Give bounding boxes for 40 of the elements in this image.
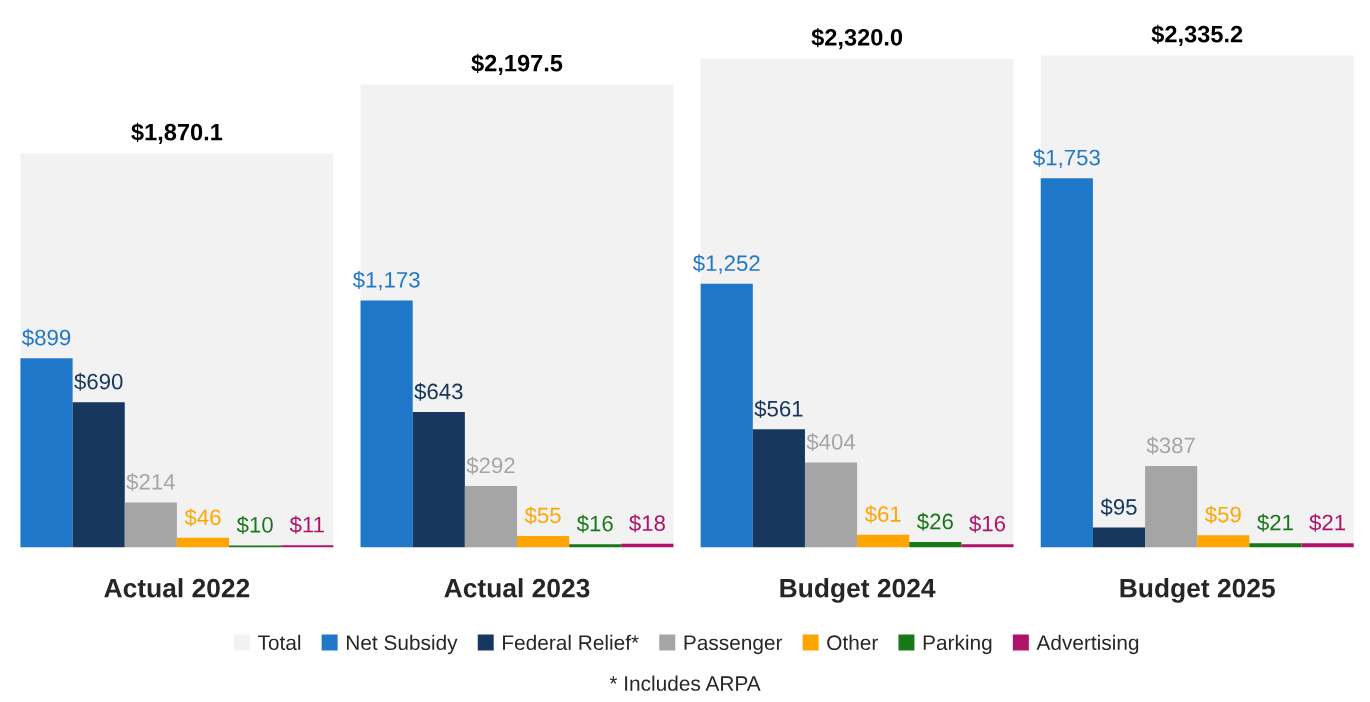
data-label: $95 xyxy=(1100,498,1137,517)
text: * Includes ARPA xyxy=(609,675,761,691)
data-label: $561 xyxy=(754,399,803,418)
data-label: $26 xyxy=(917,512,953,531)
data-label: $387 xyxy=(1146,436,1195,455)
data-label: $2,335.2 xyxy=(1151,24,1243,46)
data-label: $2,197.5 xyxy=(471,53,563,75)
data-label: $55 xyxy=(524,506,561,525)
data-label: $46 xyxy=(184,508,221,527)
data-label: $292 xyxy=(466,456,515,475)
data-label: $18 xyxy=(629,514,665,533)
data-label: $61 xyxy=(864,505,901,524)
legend-label: Advertising xyxy=(1036,634,1139,655)
data-label: $690 xyxy=(74,372,123,391)
data-label: $404 xyxy=(806,433,856,452)
data-label: $1,753 xyxy=(1033,148,1100,169)
data-label: $899 xyxy=(22,328,71,347)
data-label: $2,320.0 xyxy=(811,27,903,50)
x-tick-label: Actual 2022 xyxy=(104,578,250,598)
data-label: $16 xyxy=(969,514,1006,533)
data-label: $16 xyxy=(576,514,613,533)
x-tick-label: Budget 2025 xyxy=(1120,578,1275,603)
data-label: $1,173 xyxy=(352,271,420,291)
data-label: $21 xyxy=(1257,513,1293,532)
legend-label: Other xyxy=(827,634,878,651)
x-tick-label: Actual 2023 xyxy=(444,578,590,598)
legend-label: Federal Relief* xyxy=(503,634,639,651)
data-label: $59 xyxy=(1204,505,1241,524)
data-label: $21 xyxy=(1309,513,1346,532)
data-label: $1,870.1 xyxy=(131,122,223,144)
data-label: $643 xyxy=(414,382,463,401)
legend-label: Net Subsidy xyxy=(346,634,458,655)
data-label: $1,252 xyxy=(692,254,760,274)
legend-label: Total xyxy=(257,634,301,651)
data-label: $214 xyxy=(126,473,175,492)
legend-label: Parking xyxy=(923,634,992,655)
legend-label: Passenger xyxy=(684,635,783,655)
data-label: $11 xyxy=(289,515,324,534)
x-tick-label: Budget 2024 xyxy=(780,578,936,603)
data-label: $10 xyxy=(236,516,273,535)
